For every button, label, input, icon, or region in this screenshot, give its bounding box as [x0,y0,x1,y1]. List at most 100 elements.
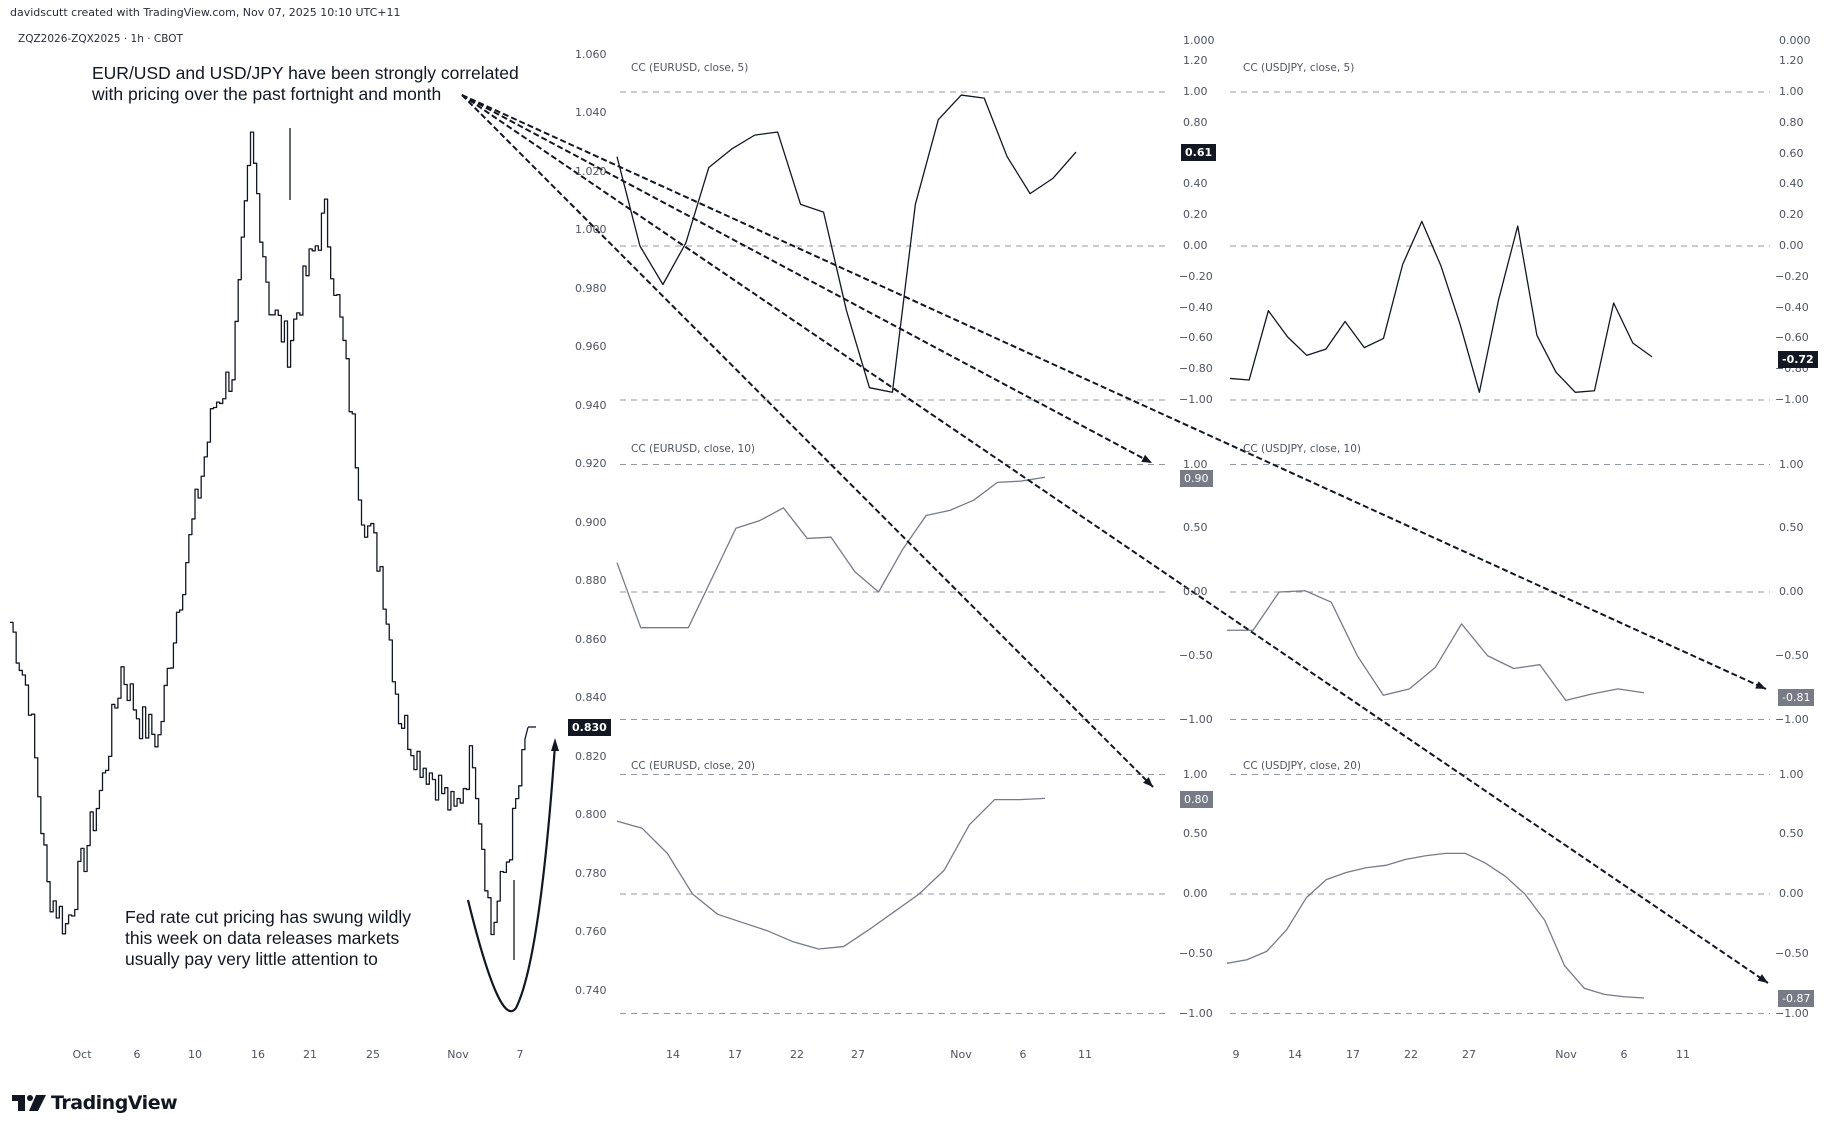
time-tick: 17 [1346,1048,1360,1061]
axis-tick: 0.000 [1779,34,1811,47]
time-tick: 11 [1078,1048,1092,1061]
axis-tick: −0.50 [1775,946,1809,960]
price-tick: 0.980 [575,281,607,295]
axis-tick: −1.00 [1775,1006,1809,1020]
arrowhead-icon [1757,974,1768,983]
axis-tick: −0.20 [1775,269,1809,283]
last-value-badge-usdjpy-20: -0.87 [1778,990,1815,1007]
price-tick: 0.920 [575,457,607,470]
axis-tick: 0.00 [1183,239,1208,252]
axis-tick: 0.00 [1183,585,1208,598]
time-tick: 11 [1676,1048,1690,1061]
time-tick: 6 [1620,1048,1628,1061]
time-tick: 6 [133,1048,141,1061]
axis-tick: 0.00 [1779,239,1804,252]
pane-title-usdjpy-20: CC (USDJPY, close, 20) [1243,760,1361,772]
axis-tick: −0.80 [1179,362,1213,376]
axis-tick: 1.00 [1779,457,1804,471]
axis-tick: 0.20 [1779,208,1804,222]
axis-tick: 1.000 [1183,34,1215,47]
axis-tick: −0.50 [1179,648,1213,662]
price-tick: 0.900 [575,515,607,529]
correlation-line [616,797,1046,950]
price-tick: 1.040 [575,106,607,119]
dashed-arrow [461,94,1769,984]
axis-tick: 0.50 [1779,827,1804,841]
time-tick: 9 [1232,1048,1240,1061]
axis-tick: −1.00 [1179,1006,1213,1020]
axis-tick: 0.00 [1183,887,1208,900]
time-tick: Nov [447,1048,469,1061]
time-tick: Nov [950,1048,972,1061]
axis-tick: 0.40 [1183,177,1208,191]
annotation-correlation-note[interactable]: EUR/USD and USD/JPY have been strongly c… [92,63,519,104]
arrowhead-icon [1143,777,1153,787]
axis-tick: 0.50 [1183,521,1208,535]
axis-tick: −0.50 [1179,946,1213,960]
price-tick: 1.000 [575,223,607,236]
pane-title-eurusd-5: CC (EURUSD, close, 5) [631,62,749,74]
axis-tick: 0.80 [1779,115,1804,129]
time-tick: 10 [188,1048,202,1061]
logo-text: TradingView [51,1092,178,1114]
dashed-arrow [461,94,1154,788]
time-tick: 22 [1404,1048,1418,1061]
axis-tick: −0.60 [1179,331,1213,345]
axis-tick: −1.00 [1775,393,1809,406]
tradingview-logo[interactable]: TradingView [12,1092,178,1114]
last-value-badge-usdjpy-10: -0.81 [1778,689,1815,706]
last-value-badge-eurusd-10: 0.90 [1180,470,1213,487]
price-tick: 0.860 [575,632,607,646]
annotation-fed-pricing-note[interactable]: Fed rate cut pricing has swung wildly th… [125,907,411,969]
pane-title-usdjpy-5: CC (USDJPY, close, 5) [1243,62,1355,74]
axis-tick: −0.20 [1179,269,1213,283]
price-tick: 0.780 [575,866,607,880]
pane-title-usdjpy-10: CC (USDJPY, close, 10) [1243,443,1361,455]
axis-tick: −1.00 [1775,712,1809,726]
price-tick: 0.820 [575,749,607,763]
price-tick: 0.740 [575,983,607,997]
axis-tick: 0.00 [1779,887,1804,900]
time-tick: 21 [303,1048,317,1061]
time-tick: 27 [851,1048,865,1061]
dashed-arrow [461,94,1767,690]
correlation-line [616,94,1077,393]
axis-tick: −0.40 [1179,300,1213,314]
time-tick: 27 [1462,1048,1476,1061]
chart-credit: davidscutt created with TradingView.com,… [10,6,401,19]
last-value-badge-usdjpy-5: -0.72 [1778,351,1818,368]
time-tick: 7 [516,1048,524,1061]
axis-tick: 0.50 [1183,827,1208,841]
last-value-badge-eurusd-5: 0.61 [1181,144,1217,161]
arrowhead-icon [1141,454,1152,463]
swing-curve-arrow [466,744,557,1013]
price-tick: 0.800 [575,808,607,821]
time-tick: 22 [790,1048,804,1061]
last-price-badge: 0.830 [568,719,611,736]
time-tick: 16 [251,1048,265,1061]
axis-tick: 0.80 [1183,115,1208,129]
time-tick: 14 [666,1048,680,1061]
axis-tick: 0.60 [1779,146,1804,160]
axis-tick: 1.20 [1183,54,1208,68]
axis-tick: −0.50 [1775,648,1809,662]
price-tick: 0.760 [575,925,607,938]
price-tick: 0.880 [575,574,607,587]
axis-tick: −0.40 [1775,300,1809,314]
axis-tick: 0.50 [1779,521,1804,535]
correlation-line [616,476,1046,629]
axis-tick: −1.00 [1179,393,1213,406]
axis-tick: 0.40 [1779,177,1804,191]
price-tick: 0.840 [575,691,607,704]
pane-title-eurusd-10: CC (EURUSD, close, 10) [631,443,756,455]
time-tick: Oct [72,1048,92,1061]
price-line [10,131,529,936]
symbol-title: ZQZ2026-ZQX2025 · 1h · CBOT [18,33,183,45]
axis-tick: 1.00 [1183,85,1208,98]
arrowhead-icon [1755,681,1766,689]
axis-tick: 1.20 [1779,54,1804,68]
pane-title-eurusd-20: CC (EURUSD, close, 20) [631,760,756,772]
price-tick: 1.020 [575,164,607,178]
axis-tick: 1.00 [1183,767,1208,781]
